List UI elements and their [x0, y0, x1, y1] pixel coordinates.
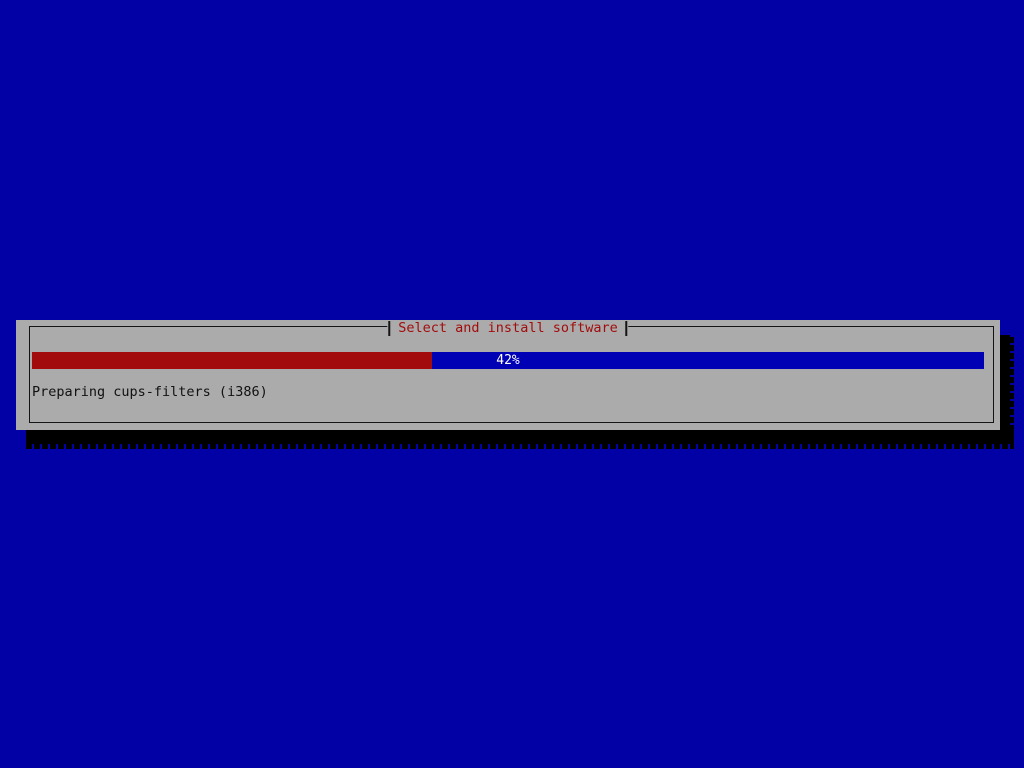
title-right-tick-icon	[625, 320, 628, 336]
status-text: Preparing cups-filters (i386)	[32, 384, 268, 400]
install-progress-dialog: Select and install software 42% Preparin…	[16, 320, 1000, 430]
dialog-shadow-bottom	[26, 430, 1014, 449]
progress-fill	[32, 352, 432, 369]
title-left-tick-icon	[388, 320, 391, 336]
dialog-title: Select and install software	[398, 320, 618, 336]
progress-percent-label: 42%	[496, 353, 520, 368]
dialog-shadow-right	[1000, 335, 1014, 431]
dialog-border	[29, 326, 994, 423]
dialog-title-strip: Select and install software	[387, 320, 629, 336]
progress-bar: 42%	[32, 352, 984, 369]
